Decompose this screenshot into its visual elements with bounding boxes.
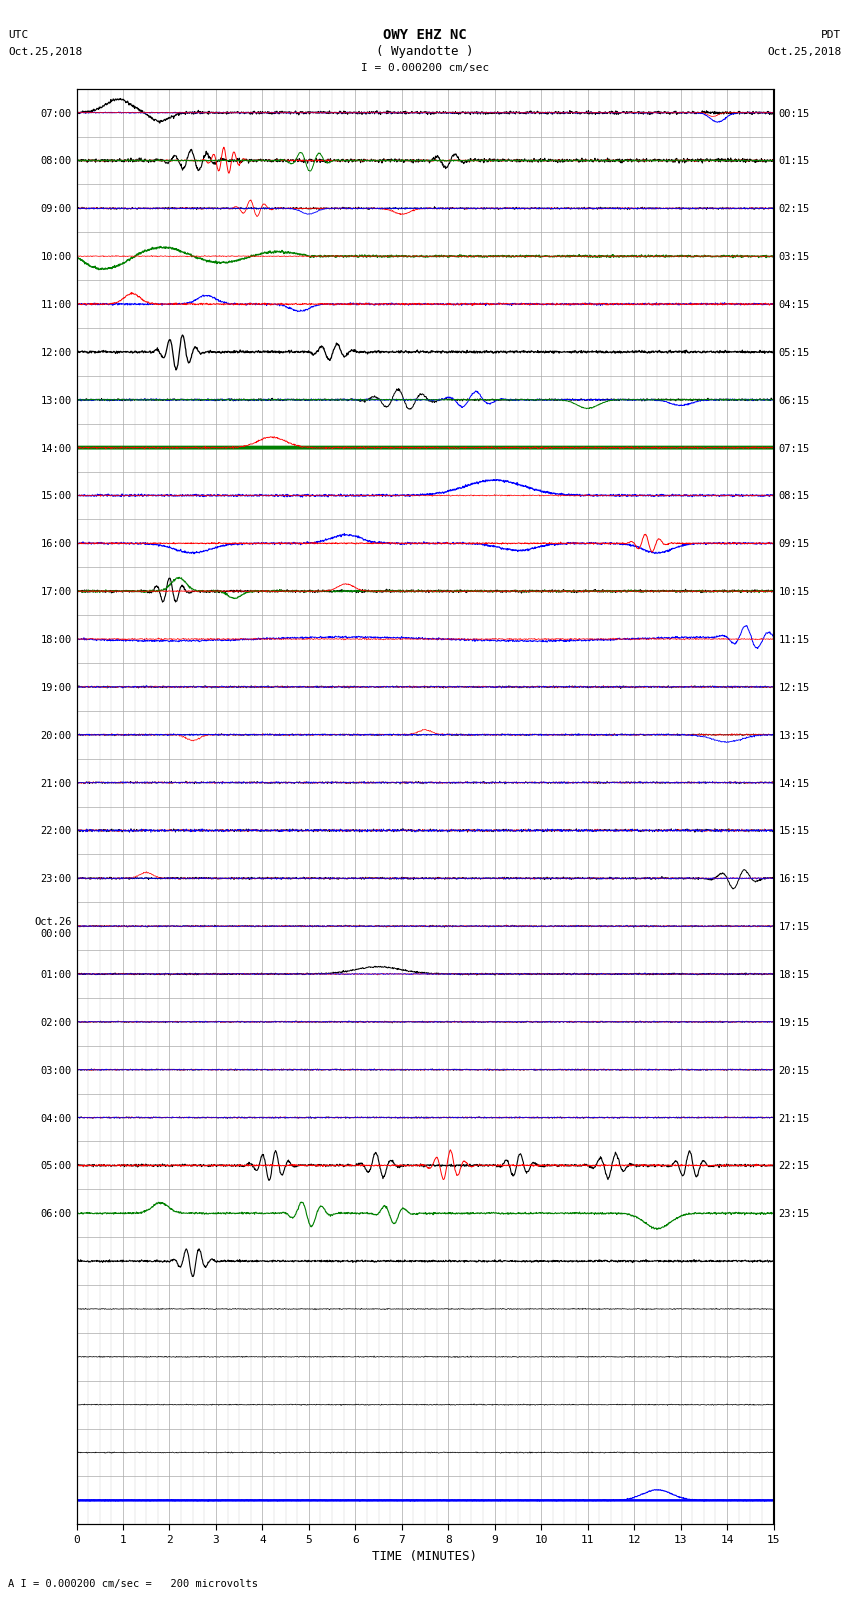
Text: Oct.25,2018: Oct.25,2018 (8, 47, 82, 56)
Text: OWY EHZ NC: OWY EHZ NC (383, 29, 467, 42)
Text: I = 0.000200 cm/sec: I = 0.000200 cm/sec (361, 63, 489, 73)
Text: ( Wyandotte ): ( Wyandotte ) (377, 45, 473, 58)
X-axis label: TIME (MINUTES): TIME (MINUTES) (372, 1550, 478, 1563)
Text: A I = 0.000200 cm/sec =   200 microvolts: A I = 0.000200 cm/sec = 200 microvolts (8, 1579, 258, 1589)
Text: Oct.25,2018: Oct.25,2018 (768, 47, 842, 56)
Text: PDT: PDT (821, 31, 842, 40)
Text: UTC: UTC (8, 31, 29, 40)
